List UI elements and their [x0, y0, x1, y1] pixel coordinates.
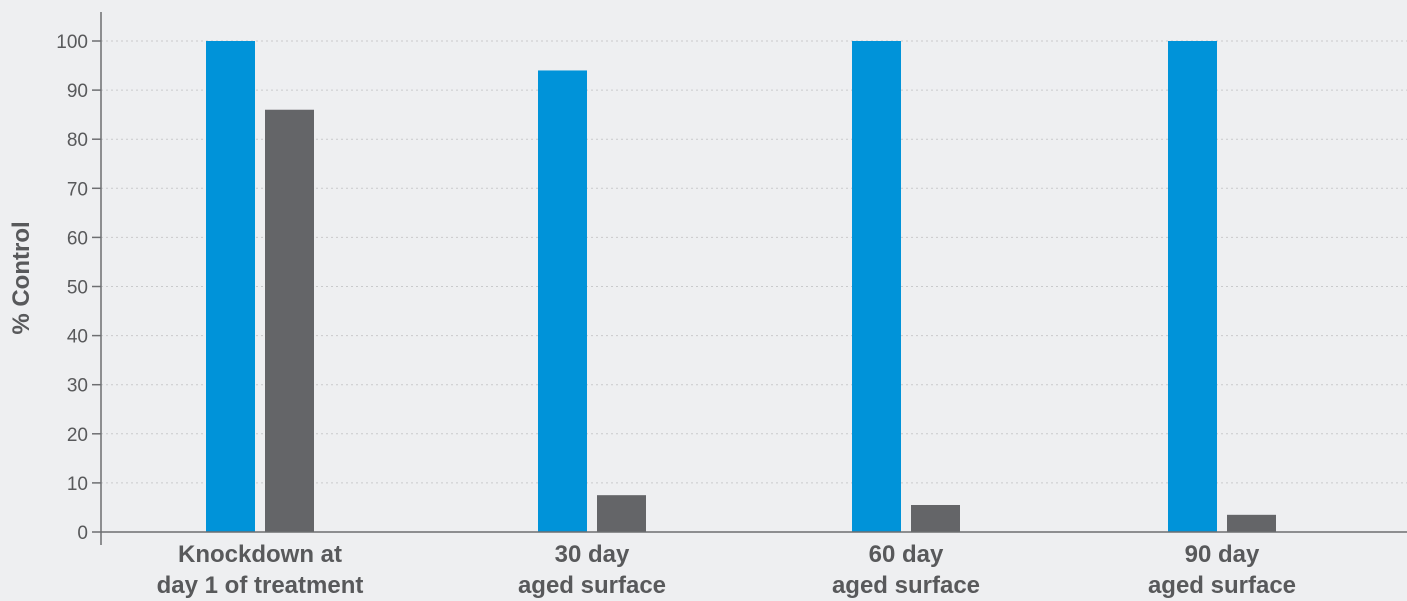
- x-category-label-2-line1: 30 day: [555, 541, 630, 568]
- x-category-label-4-line2: aged surface: [1148, 572, 1296, 599]
- axes: [100, 12, 1407, 545]
- x-category-labels: Knockdown at day 1 of treatment 30 day aged…: [157, 541, 1296, 599]
- y-tick-label-40: 40: [67, 327, 88, 348]
- bar-series1-cat2: [538, 70, 587, 533]
- y-tick-label-0: 0: [77, 523, 88, 544]
- x-category-label-1-line2: day 1 of treatment: [157, 572, 364, 599]
- x-category-label-1-line1: Knockdown at: [178, 541, 342, 568]
- y-tick-label-60: 60: [67, 228, 88, 249]
- y-axis-label: % Control: [8, 221, 35, 334]
- x-category-label-3-line1: 60 day: [869, 541, 944, 568]
- bar-series1-cat4: [1168, 41, 1217, 532]
- x-category-label-3-line2: aged surface: [832, 572, 980, 599]
- y-tick-label-70: 70: [67, 179, 88, 200]
- bar-series2-cat1: [265, 109, 314, 533]
- bar-series2-cat4: [1227, 514, 1276, 532]
- bar-series1-cat1: [206, 41, 255, 532]
- y-tick-labels: 0 10 20 30 40 50 60 70 80 90 100: [56, 32, 88, 544]
- bars: [206, 41, 1276, 533]
- y-tick-label-30: 30: [67, 376, 88, 397]
- y-tick-label-50: 50: [67, 278, 88, 299]
- bar-series2-cat2: [597, 495, 646, 532]
- y-tick-label-10: 10: [67, 474, 88, 495]
- y-tick-label-90: 90: [67, 81, 88, 102]
- y-tick-label-80: 80: [67, 130, 88, 151]
- bar-series2-cat3: [911, 504, 960, 532]
- y-tick-label-20: 20: [67, 425, 88, 446]
- x-category-label-4-line1: 90 day: [1185, 541, 1260, 568]
- bar-series1-cat3: [852, 41, 901, 532]
- y-tick-label-100: 100: [56, 32, 88, 53]
- x-category-label-2-line2: aged surface: [518, 572, 666, 599]
- grid-lines: [92, 40, 1407, 533]
